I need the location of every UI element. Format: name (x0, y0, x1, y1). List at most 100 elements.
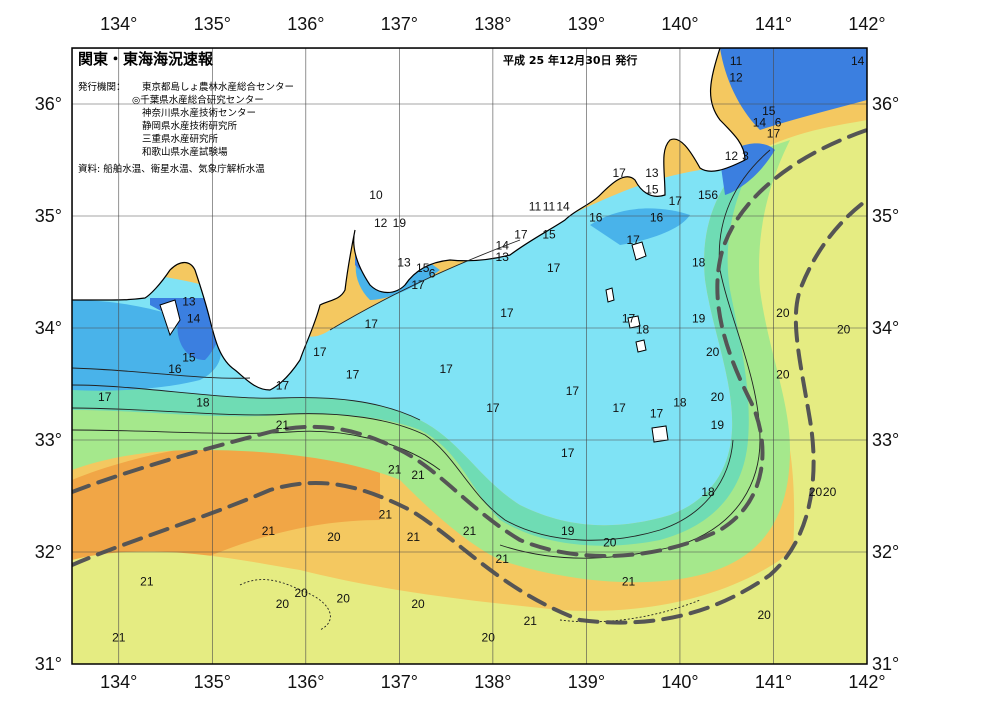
isotherm-label: 21 (411, 468, 425, 482)
isotherm-label: 14 (753, 115, 767, 129)
isotherm-label: 20 (603, 535, 617, 549)
isotherm-label: 20 (776, 306, 790, 320)
isotherm-label: 15 (645, 183, 659, 197)
issuer-3: 静岡県水産技術研究所 (142, 120, 238, 132)
lon-tick-label-top: 140° (661, 14, 698, 34)
isotherm-label: 12 (729, 71, 743, 85)
isotherm-label: 20 (706, 345, 720, 359)
sst-band-19 (72, 140, 790, 583)
lon-tick-label-bottom: 135° (194, 672, 231, 692)
isotherm-label: 20 (837, 323, 851, 337)
isotherm-label: 18 (701, 485, 715, 499)
isotherm-label: 20 (711, 390, 725, 404)
isotherm-label: 17 (622, 311, 636, 325)
lat-tick-label-left: 31° (35, 654, 62, 674)
isotherm-label: 18 (673, 395, 687, 409)
land-niijima (605, 287, 615, 303)
isotherm-label: 20 (337, 591, 351, 605)
isotherm-label: 17 (561, 446, 575, 460)
isotherm-label: 18 (692, 255, 706, 269)
isotherm-label: 21 (276, 418, 290, 432)
kuroshio-axis-north (72, 128, 867, 558)
isotherm-17-b (329, 239, 521, 331)
lat-tick-label-left: 34° (35, 318, 62, 338)
lat-tick-label-left: 36° (35, 94, 62, 114)
lon-tick-label-top: 139° (568, 14, 605, 34)
land-hachijo (651, 425, 669, 443)
isotherm-label: 20 (823, 485, 837, 499)
isotherm-label: 17 (313, 345, 327, 359)
isotherm-label: 13 (496, 250, 510, 264)
lon-tick-label-top: 142° (848, 14, 885, 34)
sst-band-13-northeast (720, 48, 867, 130)
isotherm-19 (72, 407, 734, 541)
isotherm-label: 21 (262, 524, 276, 538)
isotherm-label: 19 (561, 524, 575, 538)
isotherm-label: 17 (346, 367, 360, 381)
lon-tick-label-bottom: 137° (381, 672, 418, 692)
land-honshu-shikoku (72, 48, 746, 391)
sst-band-20 (72, 420, 867, 664)
lon-tick-label-top: 137° (381, 14, 418, 34)
isotherm-label: 17 (500, 306, 514, 320)
isotherm-label: 15 (416, 261, 430, 275)
map-frame (71, 47, 868, 665)
isotherm-label: 21 (463, 524, 477, 538)
lat-tick-label-right: 34° (872, 318, 899, 338)
isotherm-label: 17 (767, 127, 781, 141)
lon-tick-label-bottom: 139° (568, 672, 605, 692)
land (72, 48, 746, 443)
isotherm-label: 17 (669, 194, 683, 208)
lon-tick-label-top: 136° (287, 14, 324, 34)
isotherm-label: 17 (566, 384, 580, 398)
lon-tick-label-bottom: 134° (100, 672, 137, 692)
data-source: 資料: 船舶水温、衛星水温、気象庁解析水温 (78, 163, 265, 175)
isotherm-label: 6 (775, 115, 782, 129)
lon-tick-label-top: 135° (194, 14, 231, 34)
lat-tick-label-right: 36° (872, 94, 899, 114)
axes: 134° 134° 135° 135° 136° 136° 137° 137° 138° 138°… (35, 14, 899, 692)
isotherm-label: 21 (379, 507, 393, 521)
isotherm-label: 19 (711, 418, 725, 432)
sst-band-17 (72, 160, 745, 526)
kuroshio-axis-south (72, 198, 867, 625)
isotherm-label: 21 (388, 463, 402, 477)
isotherm-label: 10 (369, 188, 383, 202)
land-miyake (627, 315, 641, 329)
isotherm-label: 3 (742, 149, 749, 163)
isotherm-label: 18 (196, 395, 210, 409)
isotherm-label: 12 (374, 216, 388, 230)
lat-tick-label-left: 33° (35, 430, 62, 450)
issuer-label: 発行機関： (78, 81, 126, 93)
isotherm-label: 20 (757, 608, 771, 622)
isotherm-label: 15 (762, 104, 776, 118)
isotherm-label: 21 (112, 631, 126, 645)
isotherm-label: 16 (589, 211, 603, 225)
lon-tick-label-bottom: 140° (661, 672, 698, 692)
sst-band-20-east (736, 120, 867, 664)
isotherm-label: 21 (524, 614, 538, 628)
isotherm-label: 18 (636, 323, 650, 337)
lon-tick-label-bottom: 136° (287, 672, 324, 692)
isotherm-label: 17 (547, 261, 561, 275)
kuroshio-axis (72, 128, 867, 625)
isotherm-label: 15 (542, 227, 556, 241)
lon-tick-label-bottom: 142° (848, 672, 885, 692)
lat-tick-label-right: 33° (872, 430, 899, 450)
issuer-0: 東京都島しょ農林水産総合センター (142, 81, 294, 93)
isotherm-label: 17 (486, 401, 500, 415)
lon-tick-label-top: 141° (755, 14, 792, 34)
isotherm-label: 11 (529, 199, 542, 213)
isotherm-label: 21 (407, 530, 421, 544)
isotherm-label: 14 (187, 311, 201, 325)
isotherm-label: 17 (626, 233, 640, 247)
lat-tick-label-left: 32° (35, 542, 62, 562)
isotherm-label: 14 (496, 239, 510, 253)
isotherm-label: 17 (98, 390, 112, 404)
isotherm-label: 17 (365, 317, 379, 331)
sst-band-18 (72, 150, 760, 546)
isotherm-label: 20 (327, 530, 341, 544)
isotherm-label: 6 (429, 267, 436, 281)
lon-tick-label-bottom: 138° (474, 672, 511, 692)
